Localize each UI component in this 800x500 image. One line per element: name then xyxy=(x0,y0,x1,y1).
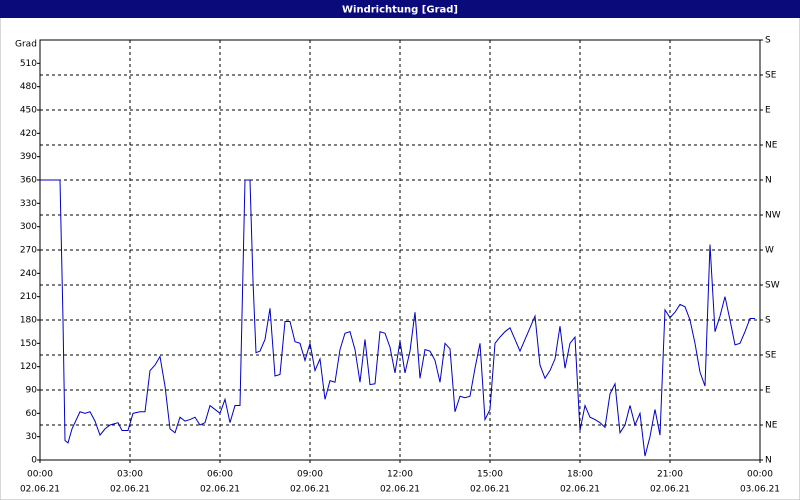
y2-tick-label: S xyxy=(765,36,771,46)
y-tick-label: 210 xyxy=(20,292,37,302)
x-tick-label: 18:00 xyxy=(567,470,593,480)
chart-title: Windrichtung [Grad] xyxy=(342,5,458,16)
x-tick-date: 02.06.21 xyxy=(560,485,600,495)
y-axis-label: Grad xyxy=(15,40,37,50)
y2-tick-label: SW xyxy=(765,281,780,291)
y-tick-label: 360 xyxy=(20,176,37,186)
y2-tick-label: S xyxy=(765,316,771,326)
x-tick-date: 02.06.21 xyxy=(380,485,420,495)
y2-tick-label: SE xyxy=(765,351,777,361)
y-tick-label: 30 xyxy=(26,432,38,442)
y2-tick-label: NE xyxy=(765,141,778,151)
y2-tick-label: NW xyxy=(765,211,781,221)
y-tick-label: 300 xyxy=(20,222,37,232)
x-tick-date: 02.06.21 xyxy=(470,485,510,495)
y2-tick-label: E xyxy=(765,386,771,396)
y-tick-label: 120 xyxy=(20,362,37,372)
x-tick-label: 15:00 xyxy=(477,470,503,480)
x-tick-date: 02.06.21 xyxy=(200,485,240,495)
y-tick-label: 240 xyxy=(20,269,37,279)
wind-direction-line xyxy=(40,179,755,457)
y2-tick-label: SE xyxy=(765,71,777,81)
y-tick-label: 90 xyxy=(26,386,38,396)
y-tick-label: 480 xyxy=(20,82,37,92)
title-bar xyxy=(0,0,800,18)
x-tick-label: 06:00 xyxy=(207,470,233,480)
y-tick-label: 270 xyxy=(20,246,37,256)
y-tick-label: 330 xyxy=(20,199,37,209)
y2-tick-label: N xyxy=(765,176,772,186)
y-tick-label: 180 xyxy=(20,316,37,326)
y-tick-label: 60 xyxy=(26,409,38,419)
y2-tick-label: W xyxy=(765,246,774,256)
x-tick-date: 03.06.21 xyxy=(740,485,780,495)
x-tick-label: 12:00 xyxy=(387,470,413,480)
y2-tick-label: N xyxy=(765,456,772,466)
x-tick-date: 02.06.21 xyxy=(650,485,690,495)
x-tick-date: 02.06.21 xyxy=(110,485,150,495)
x-tick-date: 02.06.21 xyxy=(20,485,60,495)
y-tick-label: 390 xyxy=(20,152,37,162)
y-tick-label: 150 xyxy=(20,339,37,349)
y-tick-label: 0 xyxy=(31,456,37,466)
x-tick-date: 02.06.21 xyxy=(290,485,330,495)
x-tick-label: 21:00 xyxy=(657,470,683,480)
x-tick-label: 00:00 xyxy=(747,470,773,480)
x-tick-label: 00:00 xyxy=(27,470,53,480)
y2-tick-label: NE xyxy=(765,421,778,431)
x-tick-label: 03:00 xyxy=(117,470,143,480)
y-tick-label: 420 xyxy=(20,129,37,139)
y2-tick-label: E xyxy=(765,106,771,116)
y-tick-label: 450 xyxy=(20,106,37,116)
x-tick-label: 09:00 xyxy=(297,470,323,480)
y-tick-label: 510 xyxy=(20,59,37,69)
